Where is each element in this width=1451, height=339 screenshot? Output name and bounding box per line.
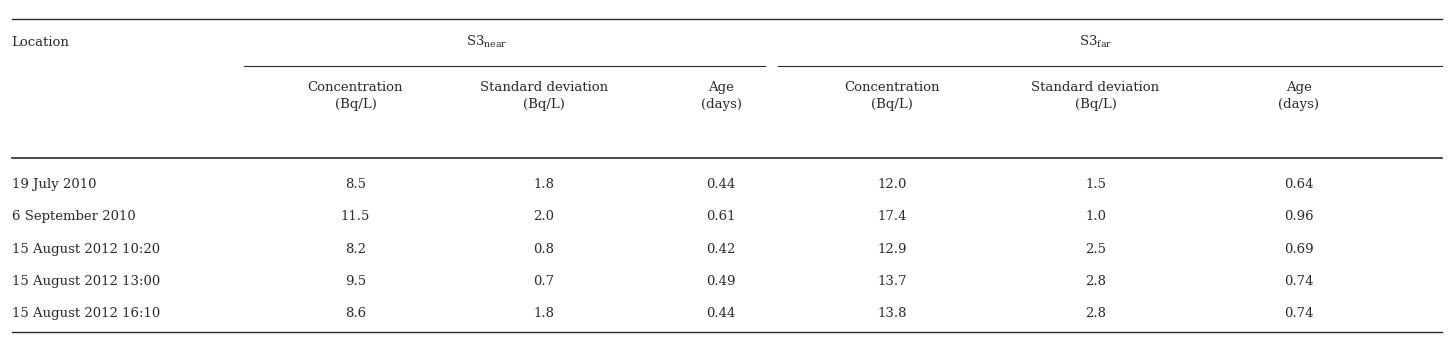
Text: 15 August 2012 13:00: 15 August 2012 13:00 — [12, 275, 160, 288]
Text: 1.8: 1.8 — [534, 178, 554, 191]
Text: 12.0: 12.0 — [878, 178, 907, 191]
Text: 2.0: 2.0 — [534, 211, 554, 223]
Text: 2.5: 2.5 — [1085, 243, 1106, 256]
Text: Concentration
(Bq/L): Concentration (Bq/L) — [844, 81, 940, 111]
Text: 0.64: 0.64 — [1284, 178, 1313, 191]
Text: 13.7: 13.7 — [878, 275, 907, 288]
Text: Concentration
(Bq/L): Concentration (Bq/L) — [308, 81, 403, 111]
Text: 0.42: 0.42 — [707, 243, 736, 256]
Text: Standard deviation
(Bq/L): Standard deviation (Bq/L) — [480, 81, 608, 111]
Text: 0.7: 0.7 — [534, 275, 554, 288]
Text: 9.5: 9.5 — [345, 275, 366, 288]
Text: 12.9: 12.9 — [878, 243, 907, 256]
Text: 11.5: 11.5 — [341, 211, 370, 223]
Text: 8.6: 8.6 — [345, 307, 366, 320]
Text: Age
(days): Age (days) — [701, 81, 741, 111]
Text: 2.8: 2.8 — [1085, 307, 1106, 320]
Text: 0.44: 0.44 — [707, 307, 736, 320]
Text: 0.44: 0.44 — [707, 178, 736, 191]
Text: 1.0: 1.0 — [1085, 211, 1106, 223]
Text: 0.69: 0.69 — [1284, 243, 1313, 256]
Text: S3$_\mathregular{far}$: S3$_\mathregular{far}$ — [1080, 34, 1111, 51]
Text: 8.5: 8.5 — [345, 178, 366, 191]
Text: Age
(days): Age (days) — [1278, 81, 1319, 111]
Text: 0.96: 0.96 — [1284, 211, 1313, 223]
Text: 1.5: 1.5 — [1085, 178, 1106, 191]
Text: 0.49: 0.49 — [707, 275, 736, 288]
Text: 1.8: 1.8 — [534, 307, 554, 320]
Text: 6 September 2010: 6 September 2010 — [12, 211, 135, 223]
Text: 15 August 2012 16:10: 15 August 2012 16:10 — [12, 307, 160, 320]
Text: 13.8: 13.8 — [878, 307, 907, 320]
Text: 0.74: 0.74 — [1284, 307, 1313, 320]
Text: Standard deviation
(Bq/L): Standard deviation (Bq/L) — [1032, 81, 1159, 111]
Text: S3$_\mathregular{near}$: S3$_\mathregular{near}$ — [466, 34, 506, 51]
Text: 19 July 2010: 19 July 2010 — [12, 178, 96, 191]
Text: 15 August 2012 10:20: 15 August 2012 10:20 — [12, 243, 160, 256]
Text: 0.61: 0.61 — [707, 211, 736, 223]
Text: 2.8: 2.8 — [1085, 275, 1106, 288]
Text: 0.8: 0.8 — [534, 243, 554, 256]
Text: Location: Location — [12, 36, 70, 49]
Text: 17.4: 17.4 — [878, 211, 907, 223]
Text: 0.74: 0.74 — [1284, 275, 1313, 288]
Text: 8.2: 8.2 — [345, 243, 366, 256]
